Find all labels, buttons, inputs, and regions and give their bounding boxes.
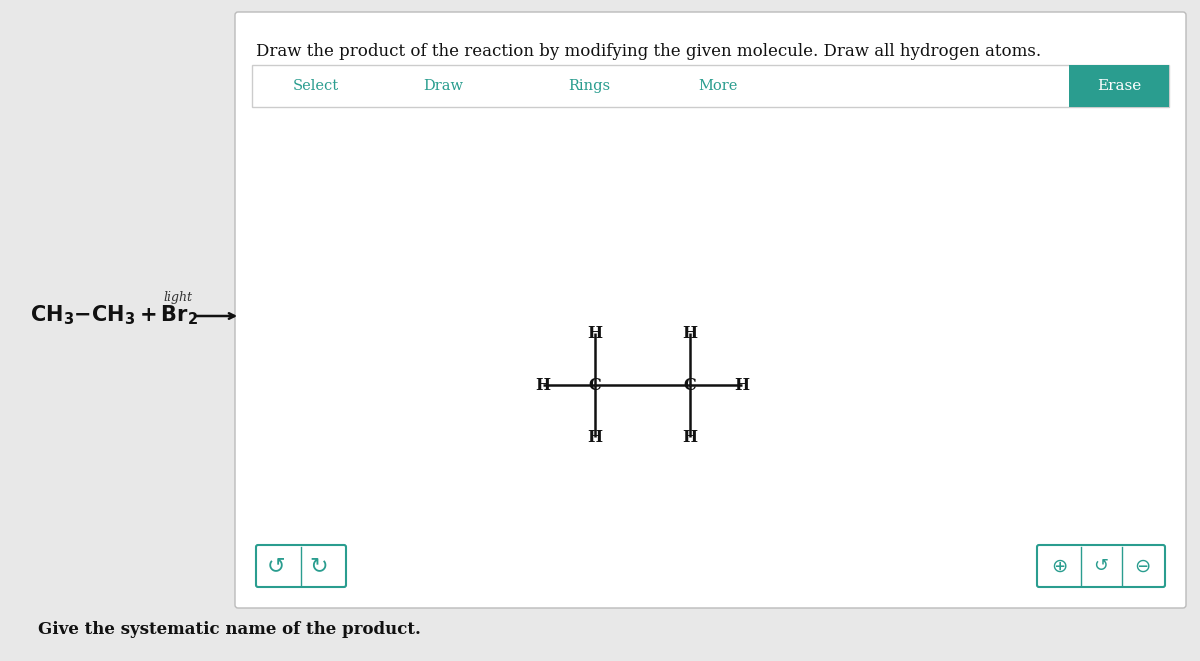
FancyBboxPatch shape xyxy=(252,65,1169,107)
Text: H: H xyxy=(588,325,602,342)
FancyBboxPatch shape xyxy=(256,545,346,587)
Text: Rings: Rings xyxy=(568,79,610,93)
Text: H: H xyxy=(683,325,697,342)
Text: ↻: ↻ xyxy=(310,556,329,576)
Text: Give the systematic name of the product.: Give the systematic name of the product. xyxy=(38,621,421,639)
Text: ⊕: ⊕ xyxy=(1051,557,1067,576)
Text: Draw: Draw xyxy=(424,79,463,93)
Text: H: H xyxy=(734,377,750,393)
Text: Erase: Erase xyxy=(1097,79,1141,93)
Text: More: More xyxy=(698,79,737,93)
Text: Draw the product of the reaction by modifying the given molecule. Draw all hydro: Draw the product of the reaction by modi… xyxy=(256,43,1042,60)
FancyBboxPatch shape xyxy=(235,12,1186,608)
Text: H: H xyxy=(588,428,602,446)
FancyBboxPatch shape xyxy=(1037,545,1165,587)
Bar xyxy=(1069,65,1169,107)
Text: C: C xyxy=(589,377,601,393)
Text: C: C xyxy=(684,377,696,393)
Text: ↺: ↺ xyxy=(1093,557,1109,575)
Text: H: H xyxy=(535,377,551,393)
Text: $\mathbf{CH_3{-}CH_3 + Br_2}$: $\mathbf{CH_3{-}CH_3 + Br_2}$ xyxy=(30,303,198,327)
Text: Select: Select xyxy=(293,79,340,93)
Text: ⊖: ⊖ xyxy=(1134,557,1150,576)
Text: ↺: ↺ xyxy=(266,556,286,576)
Text: light: light xyxy=(163,290,192,303)
Text: H: H xyxy=(683,428,697,446)
